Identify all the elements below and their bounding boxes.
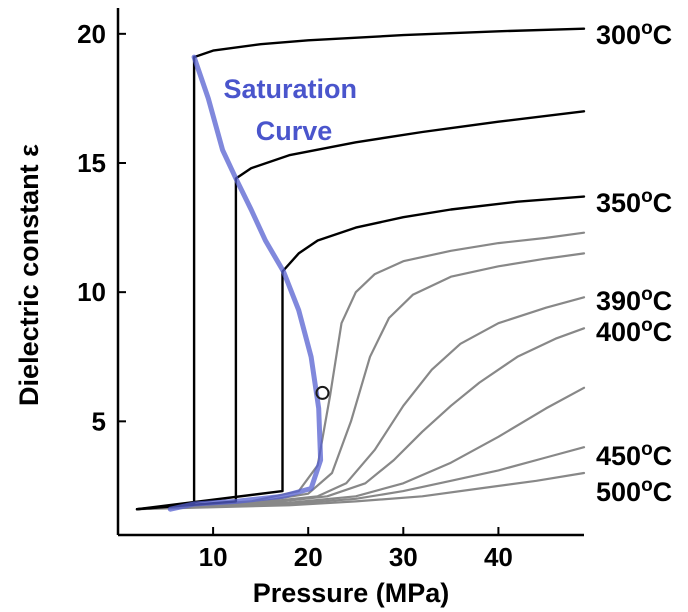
isotherm-line-5: [135, 252, 586, 511]
x-tick-label: 20: [294, 542, 323, 572]
saturation-layer: [167, 54, 330, 512]
isotherm-line-10: [135, 471, 586, 511]
temperature-label-500: 500oC: [596, 475, 672, 507]
ticks-layer: 10 20 30 40 5 10 15 20: [77, 19, 513, 572]
y-tick-label: 5: [92, 406, 106, 436]
isotherm-line-7: [135, 327, 586, 511]
x-tick-label: 30: [389, 542, 418, 572]
saturation-annotation-line1: Saturation: [223, 74, 357, 104]
saturation-annotation-line2: Curve: [256, 116, 333, 146]
isotherm-line-1: [135, 27, 586, 511]
temperature-label-300: 300oC: [596, 18, 672, 50]
series-layer: [135, 27, 586, 511]
x-axis-title: Pressure (MPa): [253, 578, 450, 608]
temperature-label-450: 450oC: [596, 439, 672, 471]
y-tick-label: 15: [77, 148, 106, 178]
temperature-label-390: 390oC: [596, 284, 672, 316]
y-axis-title: Dielectric constant ε: [14, 144, 44, 406]
x-tick-label: 10: [199, 542, 228, 572]
critical-point-marker: [315, 385, 330, 400]
isotherm-line-9: [135, 446, 586, 511]
saturation-curve: [167, 54, 324, 512]
temperature-label-350: 350oC: [596, 186, 672, 218]
isotherm-line-6: [135, 296, 586, 511]
axes-layer: [116, 8, 584, 537]
y-tick-label: 20: [77, 19, 106, 49]
isotherm-line-2: [135, 110, 586, 511]
temperature-label-400: 400oC: [596, 315, 672, 347]
labels-layer: Pressure (MPa) Dielectric constant ε Sat…: [14, 74, 449, 608]
saturation-annotation: Saturation Curve: [223, 74, 364, 146]
isotherm-line-3: [135, 195, 586, 511]
x-tick-label: 40: [484, 542, 513, 572]
isotherm-line-8: [135, 386, 586, 511]
y-tick-label: 10: [77, 277, 106, 307]
